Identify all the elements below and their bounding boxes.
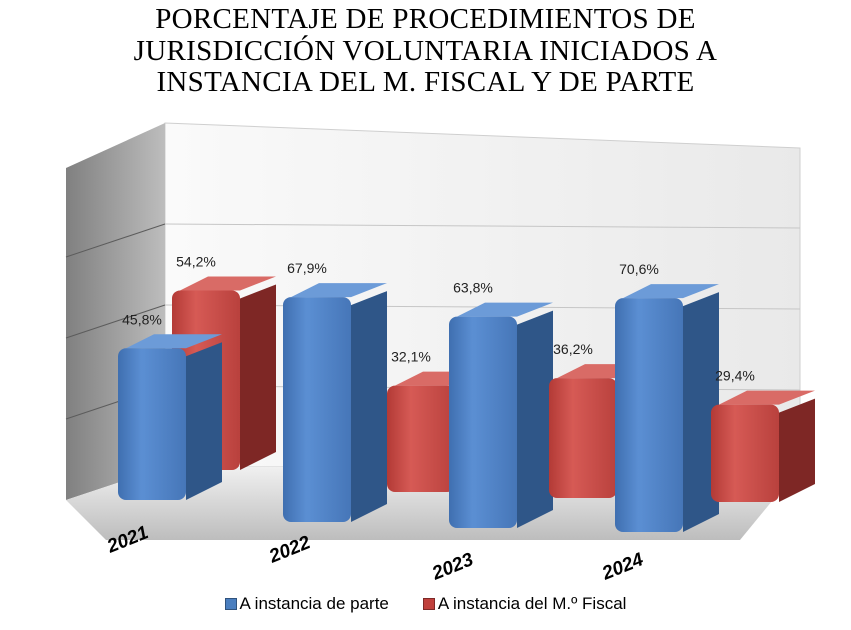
chart-title-line-2: JURISDICCIÓN VOLUNTARIA INICIADOS A <box>133 34 718 67</box>
value-label-fiscal-2024: 29,4% <box>715 368 755 384</box>
bar-front-face <box>549 378 617 498</box>
gridline <box>164 223 801 229</box>
bar-front-face <box>711 404 779 502</box>
bar-top-face <box>623 284 719 299</box>
bar-parte-2021 <box>118 334 222 500</box>
bar-side-face <box>517 310 553 528</box>
value-label-parte-2023: 63,8% <box>453 280 493 296</box>
bar-top-face <box>719 390 815 405</box>
category-label-2024: 2024 <box>598 549 646 585</box>
chart-bars <box>118 276 815 532</box>
chart-title-line-3: INSTANCIA DEL M. FISCAL Y DE PARTE <box>156 66 695 98</box>
bar-front-face <box>449 316 517 528</box>
bar-front-face <box>283 297 351 522</box>
gridline <box>65 304 166 339</box>
bar-top-face <box>180 276 276 291</box>
gridline <box>65 223 166 258</box>
bar-front-face <box>387 385 455 492</box>
value-label-fiscal-2022: 32,1% <box>391 349 431 365</box>
value-label-fiscal-2023: 36,2% <box>553 341 593 357</box>
bar-parte-2022 <box>283 283 387 522</box>
legend-swatch-parte <box>224 598 237 610</box>
chart-title-line-1: PORCENTAJE DE PROCEDIMIENTOS DE <box>155 3 696 35</box>
legend-swatch-fiscal <box>422 598 435 610</box>
legend-item-fiscal: A instancia del M.º Fiscal <box>422 594 627 614</box>
bar-fiscal-2024 <box>711 390 815 502</box>
chart-title: PORCENTAJE DE PROCEDIMIENTOS DE JURISDIC… <box>0 3 851 99</box>
bar-front-face <box>118 348 186 500</box>
value-label-parte-2022: 67,9% <box>287 260 327 276</box>
bar-side-face <box>779 398 815 502</box>
legend-label-parte: A instancia de parte <box>239 594 389 613</box>
legend: A instancia de parte A instancia del M.º… <box>0 594 851 614</box>
bar-front-face <box>615 298 683 532</box>
bar-top-face <box>126 334 222 349</box>
legend-item-parte: A instancia de parte <box>224 594 389 614</box>
bar-side-face <box>240 284 276 470</box>
bar-side-face <box>683 292 719 532</box>
value-label-fiscal-2021: 54,2% <box>176 253 216 269</box>
value-label-parte-2021: 45,8% <box>122 311 162 327</box>
bar-parte-2023 <box>449 302 553 528</box>
bar-top-face <box>291 283 387 298</box>
bar-top-face <box>457 302 553 317</box>
value-label-parte-2024: 70,6% <box>619 261 659 277</box>
bar-side-face <box>351 291 387 522</box>
legend-label-fiscal: A instancia del M.º Fiscal <box>437 594 627 613</box>
bar-parte-2024 <box>615 284 719 532</box>
bar-side-face <box>186 342 222 500</box>
category-label-2023: 2023 <box>428 549 476 585</box>
